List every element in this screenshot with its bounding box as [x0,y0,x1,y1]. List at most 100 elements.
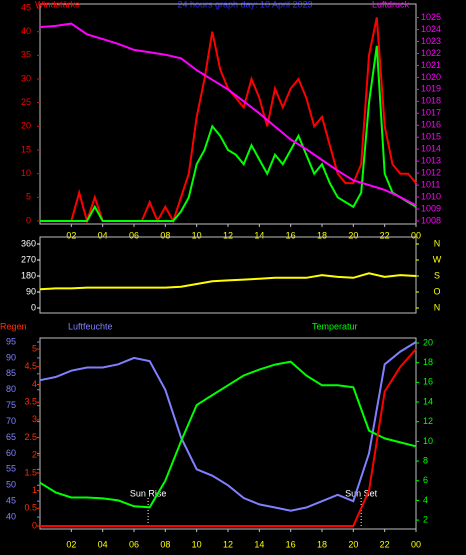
y-tick-label: 360 [21,238,36,248]
annotation: Sun Rise [130,488,167,498]
y-tick-label: 45 [21,2,31,12]
y-tick-label: 1011 [421,179,440,189]
x-tick-label: 16 [286,230,296,240]
x-tick-label: 06 [129,230,139,240]
series-line [39,360,417,509]
y-tick-label: 1 [32,485,37,495]
series-line [40,348,417,527]
y-tick-label: 90 [6,352,16,362]
y-tick-label: 1012 [421,168,441,178]
series-line [39,341,417,512]
y-tick-label: 1020 [421,72,441,82]
y-tick-label: 40 [21,26,31,36]
y-tick-label: 35 [21,50,31,60]
y-tick-label: 4 [32,379,37,389]
x-tick-label: 06 [129,539,139,549]
y-tick-label: 1019 [421,84,441,94]
x-tick-label: 00 [411,230,421,240]
y-tick-label: 16 [423,377,433,387]
x-tick-label: 04 [98,539,108,549]
x-tick-label: 02 [66,230,76,240]
y-tick-label: 70 [6,416,16,426]
y-tick-label: 0 [26,215,31,225]
y-tick-label: 90 [26,286,36,296]
y-tick-label: 3 [32,414,37,424]
y-tick-label: 40 [6,511,16,521]
y-tick-label: N [434,302,441,312]
y-tick-label: 80 [6,384,16,394]
x-tick-label: 02 [66,539,76,549]
y-tick-label: 20 [21,121,31,131]
y-tick-label: 1010 [421,191,441,201]
y-tick-label: 5 [32,343,37,353]
y-tick-label: 25 [21,97,31,107]
y-tick-label: 1018 [421,96,441,106]
x-tick-label: 00 [411,539,421,549]
axis-title: Luftdruck [372,0,410,9]
x-tick-label: 18 [317,539,327,549]
y-tick-label: 1014 [421,144,441,154]
y-tick-label: 55 [6,464,16,474]
y-tick-label: 18 [423,357,433,367]
y-tick-label: 60 [6,448,16,458]
y-tick-label: 8 [423,455,428,465]
y-tick-label: 1025 [421,12,441,22]
x-tick-label: 16 [286,539,296,549]
x-tick-label: 12 [223,230,233,240]
x-tick-label: 22 [380,539,390,549]
y-tick-label: 1022 [421,48,441,58]
x-tick-label: 14 [254,230,264,240]
y-tick-label: 6 [423,475,428,485]
y-tick-label: N [434,238,441,248]
y-tick-label: S [434,270,440,280]
y-tick-label: 20 [423,337,433,347]
x-tick-label: 10 [192,539,202,549]
y-tick-label: 95 [6,336,16,346]
x-tick-label: 04 [98,230,108,240]
y-tick-label: 15 [21,144,31,154]
axis-title: Regen [0,321,27,331]
y-tick-label: 1024 [421,24,441,34]
y-tick-label: 0.5 [24,503,37,513]
y-tick-label: 30 [21,73,31,83]
chart-title: 24 hours graph day: 10 April 2023 [177,0,312,9]
y-tick-label: 4.5 [24,361,37,371]
y-tick-label: 5 [26,192,31,202]
y-tick-label: 0 [31,302,36,312]
x-tick-label: 22 [380,230,390,240]
x-tick-label: 12 [223,539,233,549]
y-tick-label: 2 [423,514,428,524]
y-tick-label: 0 [32,520,37,530]
y-tick-label: 1023 [421,36,441,46]
y-tick-label: 1021 [421,60,441,70]
y-tick-label: 180 [21,270,36,280]
y-tick-label: 85 [6,368,16,378]
y-tick-label: 1009 [421,203,441,213]
y-tick-label: 12 [423,416,433,426]
series-line [39,22,417,207]
x-tick-label: 14 [254,539,264,549]
y-tick-label: 14 [423,396,433,406]
axis-title: Windstärke [35,0,80,9]
y-tick-label: 50 [6,480,16,490]
y-tick-label: 1.5 [24,467,37,477]
y-tick-label: 2 [32,450,37,460]
series-line [40,45,417,222]
y-tick-label: 1008 [421,215,441,225]
y-tick-label: 1017 [421,108,441,118]
x-tick-label: 20 [348,539,358,549]
y-tick-label: 75 [6,400,16,410]
series-line [39,272,417,291]
x-tick-label: 20 [348,230,358,240]
y-tick-label: 270 [21,254,36,264]
y-tick-label: 2.5 [24,432,37,442]
annotation: Sun Set [345,488,378,498]
x-tick-label: 08 [160,230,170,240]
y-tick-label: 45 [6,496,16,506]
y-tick-label: 1016 [421,120,441,130]
y-tick-label: O [433,286,440,296]
y-tick-label: 1015 [421,132,441,142]
